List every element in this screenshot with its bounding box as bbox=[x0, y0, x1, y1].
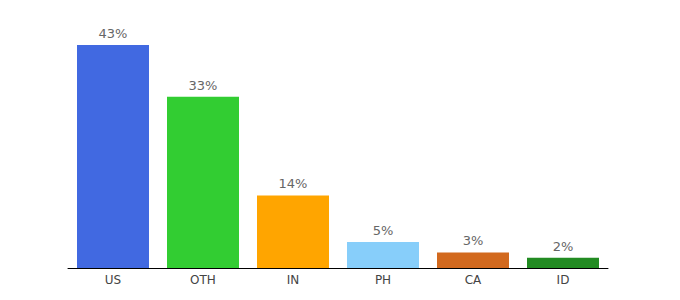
svg-text:33%: 33% bbox=[189, 78, 218, 93]
svg-text:PH: PH bbox=[375, 273, 391, 287]
svg-text:5%: 5% bbox=[373, 223, 394, 238]
svg-text:14%: 14% bbox=[279, 176, 308, 191]
svg-text:IN: IN bbox=[287, 273, 300, 287]
svg-text:43%: 43% bbox=[99, 26, 128, 41]
svg-text:CA: CA bbox=[465, 273, 482, 287]
svg-text:US: US bbox=[105, 273, 121, 287]
svg-text:ID: ID bbox=[557, 273, 570, 287]
svg-text:3%: 3% bbox=[463, 233, 484, 248]
svg-text:2%: 2% bbox=[553, 239, 574, 254]
svg-text:OTH: OTH bbox=[190, 273, 216, 287]
